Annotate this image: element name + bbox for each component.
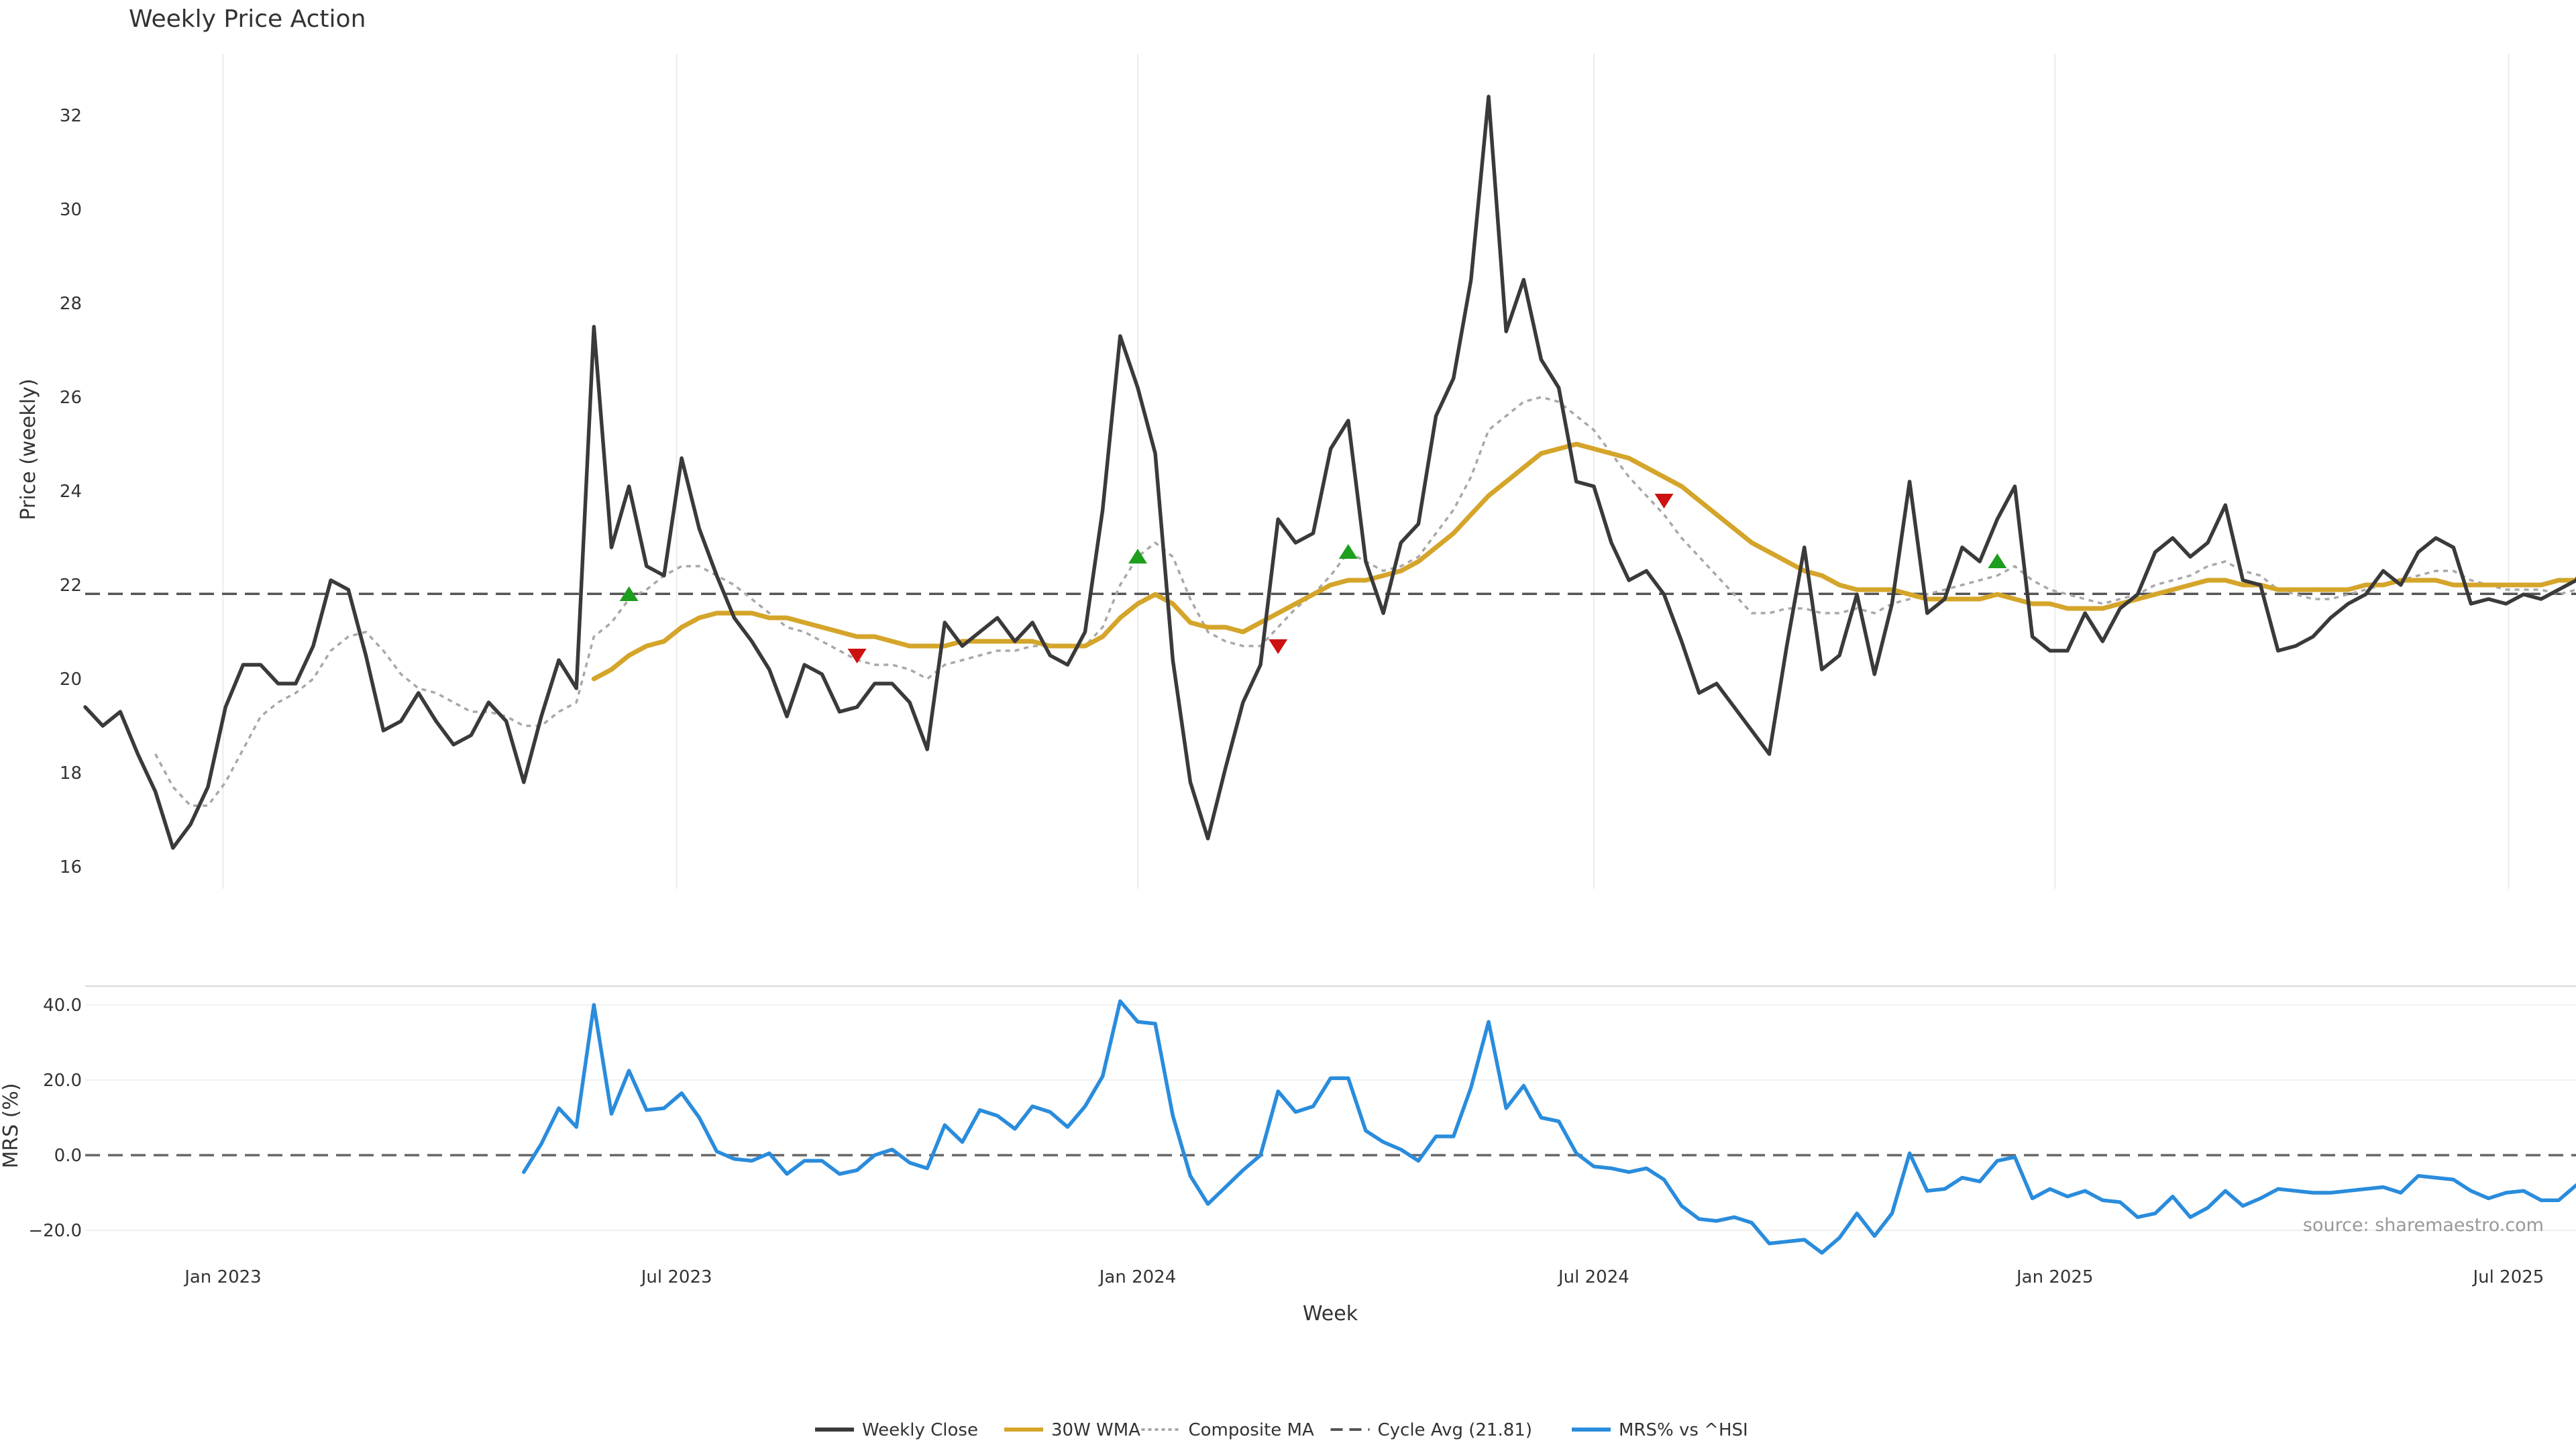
buy-signal-marker [1338, 544, 1358, 559]
mrs-line [522, 999, 2576, 1255]
mrs-y-tick-label: −20.0 [28, 1221, 82, 1241]
mrs-y-tick-label: 40.0 [43, 996, 82, 1016]
price-y-tick-label: 32 [60, 106, 82, 126]
mrs-y-axis-label: MRS (%) [0, 1083, 23, 1168]
wma-30w-line [591, 441, 2576, 682]
price-panel-series [83, 95, 2576, 850]
legend-label: Cycle Avg (21.81) [1378, 1420, 1532, 1440]
price-y-ticks: 16 18 20 22 24 26 28 30 32 [60, 106, 82, 877]
price-y-tick-label: 28 [60, 294, 82, 314]
price-y-tick-label: 26 [60, 388, 82, 408]
x-tick-label: Jan 2023 [183, 1267, 262, 1287]
signal-markers [619, 494, 2007, 663]
mrs-y-tick-label: 0.0 [54, 1146, 82, 1166]
price-y-tick-label: 18 [60, 763, 82, 784]
price-panel-grid [222, 54, 2510, 889]
mrs-panel-grid [85, 985, 2576, 1231]
buy-signal-marker [1128, 549, 1147, 564]
x-tick-label: Jan 2025 [2015, 1267, 2094, 1287]
x-tick-label: Jul 2023 [640, 1267, 712, 1287]
source-annotation: source: sharemaestro.com [2303, 1215, 2544, 1236]
buy-signal-marker [1988, 553, 2007, 568]
x-tick-label: Jan 2024 [1098, 1267, 1177, 1287]
legend-label: 30W WMA [1051, 1420, 1140, 1440]
legend-label: Weekly Close [862, 1420, 978, 1440]
x-axis-ticks: Jan 2023 Jul 2023 Jan 2024 Jul 2024 Jan 2025… [183, 1267, 2544, 1287]
price-y-tick-label: 20 [60, 669, 82, 690]
price-y-tick-label: 16 [60, 857, 82, 877]
price-y-tick-label: 22 [60, 576, 82, 596]
mrs-y-ticks: −20.0 0.0 20.0 40.0 [28, 996, 82, 1241]
x-tick-label: Jul 2024 [1557, 1267, 1629, 1287]
buy-signal-marker [619, 586, 639, 601]
legend: Weekly Close 30W WMA Composite MA Cycle Avg… [815, 1420, 1748, 1440]
x-tick-label: Jul 2025 [2472, 1267, 2544, 1287]
chart-title: Weekly Price Action [129, 5, 366, 33]
legend-label: Composite MA [1189, 1420, 1314, 1440]
weekly-close-line [83, 95, 2576, 850]
mrs-panel-series [85, 999, 2576, 1255]
sell-signal-marker [847, 649, 867, 663]
legend-label: MRS% vs ^HSI [1619, 1420, 1748, 1440]
composite-ma-line [154, 396, 2576, 807]
x-axis-label: Week [1303, 1302, 1358, 1326]
sell-signal-marker [1654, 494, 1674, 508]
price-y-tick-label: 30 [60, 200, 82, 220]
price-y-axis-label: Price (weekly) [17, 378, 40, 520]
mrs-y-tick-label: 20.0 [43, 1071, 82, 1091]
price-y-tick-label: 24 [60, 482, 82, 502]
sell-signal-marker [1269, 639, 1288, 654]
